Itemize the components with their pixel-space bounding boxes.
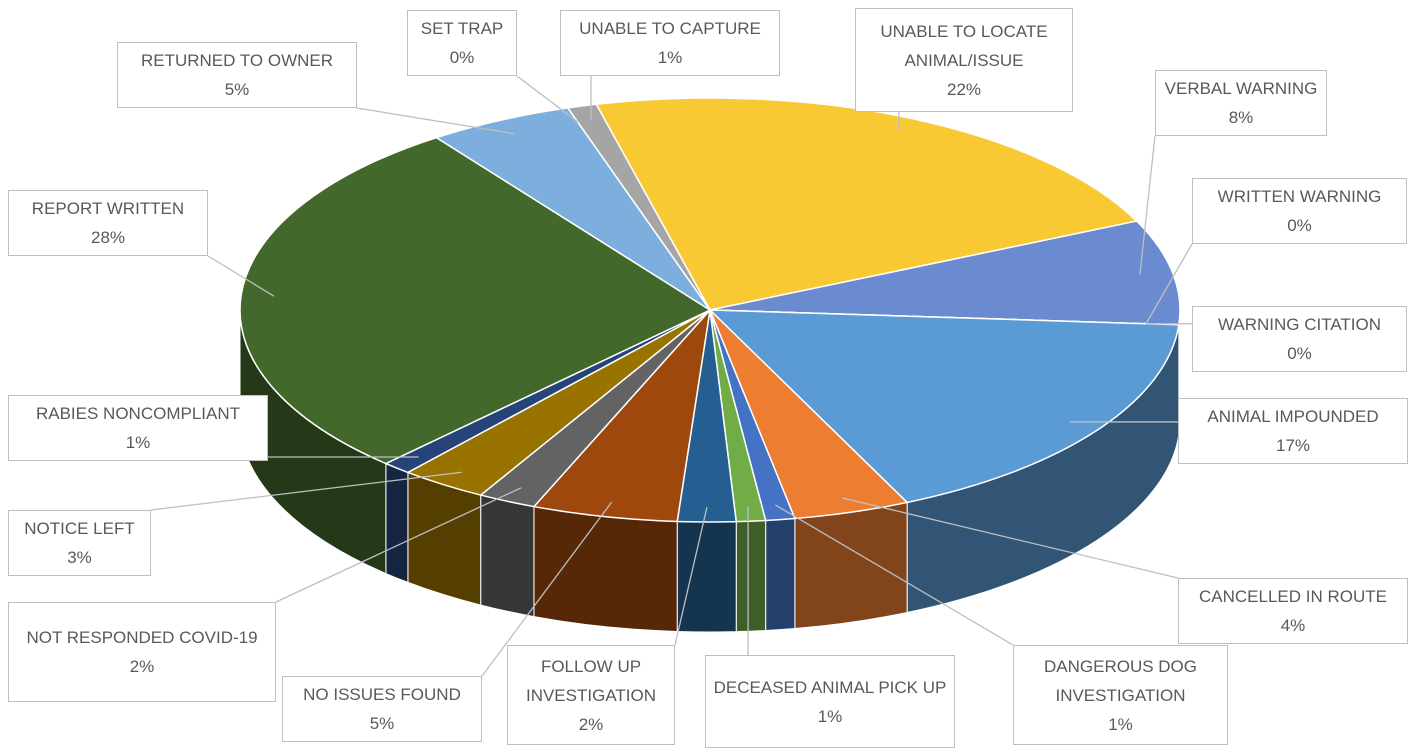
data-label: NO ISSUES FOUND 5% [282, 676, 482, 742]
data-label: UNABLE TO CAPTURE 1% [560, 10, 780, 76]
data-label: FOLLOW UP INVESTIGATION 2% [507, 645, 675, 745]
label-value: 5% [369, 714, 395, 733]
slice [595, 97, 1139, 311]
data-label: VERBAL WARNING 8% [1155, 70, 1327, 136]
leader-line [674, 507, 708, 646]
data-label: RETURNED TO OWNER 5% [117, 42, 357, 108]
leader-line [356, 107, 515, 135]
label-value: 0% [1287, 344, 1312, 363]
label-value: 4% [1280, 616, 1306, 635]
label-name: UNABLE TO LOCATE ANIMAL/ISSUE [880, 21, 1048, 70]
data-label: WRITTEN WARNING 0% [1192, 178, 1407, 244]
label-name: ANIMAL IMPOUNDED [1207, 407, 1379, 426]
slice [532, 307, 712, 523]
label-value: 17% [1275, 436, 1311, 455]
label-name: CANCELLED IN ROUTE [1199, 587, 1387, 606]
label-name: VERBAL WARNING [1164, 79, 1318, 98]
label-value: 3% [67, 548, 92, 567]
label-name: WARNING CITATION [1217, 315, 1382, 334]
label-name: NOT RESPONDED COVID-19 [26, 628, 258, 647]
data-label: DANGEROUS DOG INVESTIGATION 1% [1013, 645, 1228, 745]
label-name: NO ISSUES FOUND [303, 685, 461, 704]
label-value: 1% [817, 706, 843, 726]
slice-side [794, 501, 908, 630]
slice-side [533, 505, 678, 633]
data-label: NOT RESPONDED COVID-19 2% [8, 602, 276, 702]
slice [708, 309, 1180, 504]
label-value: 1% [125, 433, 151, 452]
data-label: UNABLE TO LOCATE ANIMAL/ISSUE 22% [855, 8, 1073, 112]
data-label: DECEASED ANIMAL PICK UP 1% [705, 655, 955, 748]
label-value: 2% [129, 657, 155, 676]
slice [239, 136, 712, 465]
leader-line [207, 255, 275, 297]
slice-side [676, 520, 737, 633]
label-name: DECEASED ANIMAL PICK UP [713, 677, 947, 697]
label-name: RABIES NONCOMPLIANT [35, 404, 241, 423]
leader-line [842, 497, 1179, 579]
data-label: RABIES NONCOMPLIANT 1% [8, 395, 268, 461]
data-label: ANIMAL IMPOUNDED 17% [1178, 398, 1408, 464]
leader-line [516, 75, 579, 123]
label-value: 0% [1287, 216, 1312, 235]
label-name: FOLLOW UP INVESTIGATION [525, 656, 657, 705]
leader-line [1139, 135, 1156, 275]
data-label: CANCELLED IN ROUTE 4% [1178, 578, 1408, 644]
data-label: WARNING CITATION 0% [1192, 306, 1407, 372]
label-value: 1% [657, 48, 683, 67]
slice-side [735, 519, 767, 633]
leader-line [150, 471, 462, 511]
label-value: 5% [224, 80, 250, 99]
label-name: UNABLE TO CAPTURE [579, 19, 761, 38]
label-value: 22% [946, 79, 982, 99]
label-name: SET TRAP [420, 19, 504, 38]
slice-side [765, 517, 796, 632]
label-value: 8% [1228, 108, 1254, 127]
label-value: 1% [1108, 714, 1133, 734]
label-name: NOTICE LEFT [24, 519, 135, 538]
data-label: SET TRAP 0% [407, 10, 517, 76]
leader-line [275, 487, 522, 603]
data-label: REPORT WRITTEN 28% [8, 190, 208, 256]
leader-line [775, 504, 1014, 646]
slice-side [480, 494, 535, 618]
label-name: WRITTEN WARNING [1217, 187, 1382, 206]
label-name: RETURNED TO OWNER [140, 51, 334, 70]
label-name: DANGEROUS DOG INVESTIGATION [1043, 656, 1198, 705]
leader-line [481, 501, 613, 677]
slice [709, 220, 1181, 326]
label-value: 28% [90, 228, 126, 247]
label-value: 0% [449, 48, 475, 67]
leader-line [1145, 243, 1193, 325]
label-value: 2% [578, 714, 604, 734]
data-label: NOTICE LEFT 3% [8, 510, 151, 576]
slice [566, 103, 711, 311]
label-name: REPORT WRITTEN [31, 199, 185, 218]
slice [434, 107, 711, 311]
